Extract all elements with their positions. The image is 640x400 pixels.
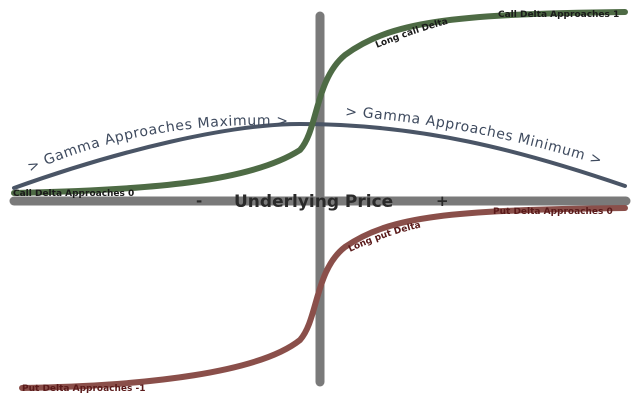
axis-plus-sign: + <box>436 192 449 210</box>
underlying-price-label: Underlying Price <box>234 192 393 212</box>
put-delta-approaches-minus-1-label: Put Delta Approaches -1 <box>22 384 146 394</box>
put-delta-curve <box>19 205 628 391</box>
axis-minus-sign: - <box>196 192 202 210</box>
call-delta-curve <box>11 9 628 196</box>
put-delta-approaches-0-label: Put Delta Approaches 0 <box>493 207 613 217</box>
gamma-right-label: > Gamma Approaches Minimum > <box>345 104 604 169</box>
call-delta-approaches-1-label: Call Delta Approaches 1 <box>498 10 619 20</box>
call-delta-approaches-0-label: Call Delta Approaches 0 <box>13 189 134 199</box>
gamma-curve <box>12 121 627 190</box>
